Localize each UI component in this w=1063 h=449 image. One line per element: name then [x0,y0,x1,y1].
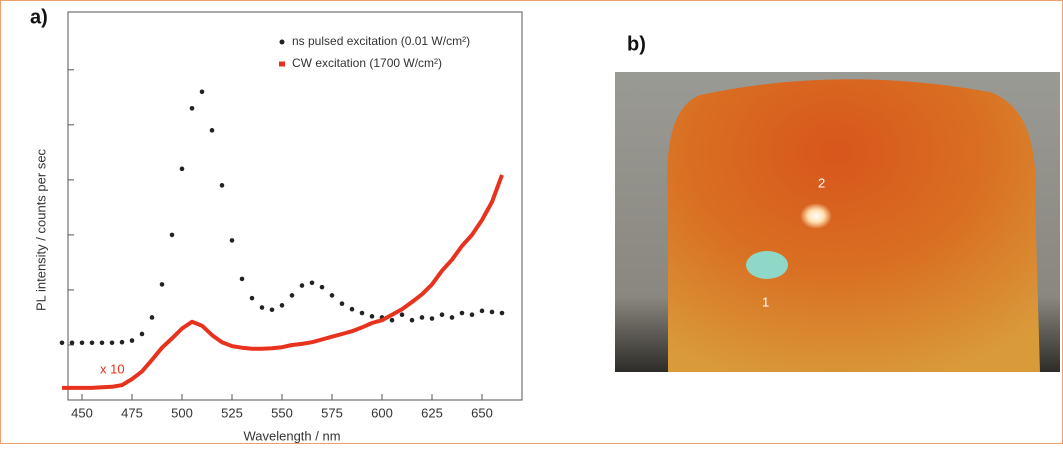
sample [667,79,1040,373]
data-point [479,308,485,314]
panel-label: a) [30,6,48,28]
data-point [169,232,175,238]
data-point [459,310,465,316]
spot-label: 1 [762,294,769,309]
x-tick-label: 475 [121,405,143,420]
data-point [279,303,285,308]
axes-box [67,11,523,401]
x-tick-label: 450 [71,405,93,420]
x-tick-label: 625 [421,405,443,420]
data-point [319,284,325,290]
data-point [339,301,345,306]
data-point [99,340,105,346]
data-point [219,183,225,188]
data-point [299,283,305,288]
data-point [239,276,245,282]
data-point [69,340,75,346]
annotation: x 10 [100,361,125,376]
data-line [62,174,504,390]
data-point [439,312,445,317]
spot [746,251,788,279]
data-point [329,293,335,298]
data-point [119,339,125,345]
data-point [289,293,295,298]
x-tick-label: 500 [171,405,193,420]
x-tick-label: 550 [271,405,293,420]
legend-marker [279,39,285,45]
data-point [159,282,165,287]
data-point [129,338,135,343]
x-tick-label: 600 [371,405,393,420]
legend-marker [279,61,285,67]
photo: b) 1 2 [615,33,1060,373]
data-point [209,128,215,133]
y-axis-label: PL intensity / counts per sec [33,148,48,311]
data-point [449,315,455,320]
data-point [429,316,435,321]
data-point [199,89,205,95]
legend-label: ns pulsed excitation (0.01 W/cm²) [292,34,470,48]
data-point [179,166,185,172]
data-point [229,238,235,243]
data-point [89,340,95,346]
data-point [59,340,65,346]
data-point [469,312,475,317]
data-point [359,310,365,316]
data-point [79,340,85,346]
data-point [489,309,495,315]
data-point [149,315,155,320]
x-axis-label: Wavelength / nm [243,428,340,443]
data-point [389,317,395,323]
panel-label: b) [627,33,646,55]
data-point [419,315,425,320]
legend-label: CW excitation (1700 W/cm²) [292,56,442,70]
data-point [349,306,355,312]
data-point [249,295,255,301]
x-tick-label: 575 [321,405,343,420]
data-point [259,305,265,310]
data-point [109,340,115,346]
data-point [399,312,405,317]
data-point [189,106,195,111]
x-tick-label: 525 [221,405,243,420]
x-tick-label: 650 [471,405,493,420]
data-point [409,317,415,323]
data-point [309,280,315,286]
data-point [499,310,505,316]
data-point [369,314,375,319]
plot-a: 450 475 500 525 550 575 600 625 650 ns pulsed exc… [59,11,523,420]
data-point [139,331,145,337]
spot [800,203,832,229]
data-point [269,307,275,313]
spot-label: 2 [818,175,825,190]
